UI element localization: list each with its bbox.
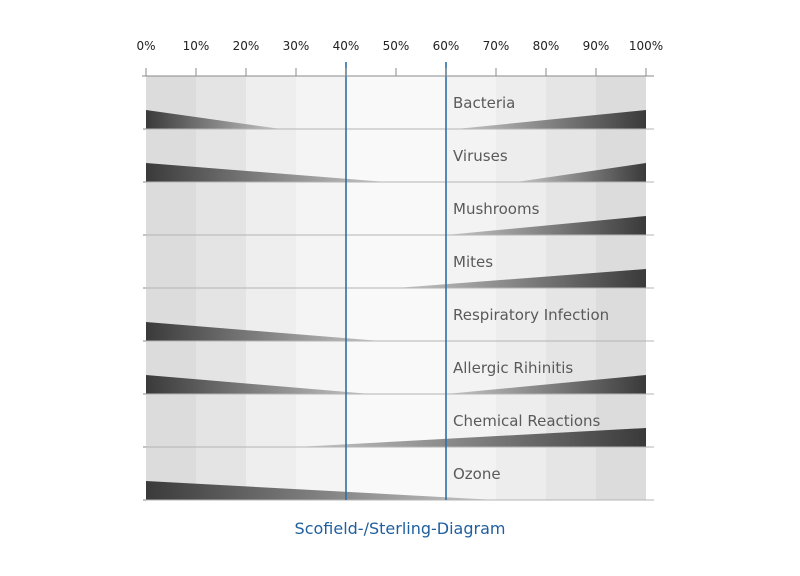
x-axis: 0% 10% 20% 30% 40% 50% 60% 70% 80% 90% 100% [136, 39, 663, 77]
tick-label: 30% [283, 39, 310, 53]
low-humidity-wedge [146, 110, 281, 129]
high-humidity-wedge [446, 375, 646, 394]
low-humidity-wedge [146, 375, 371, 394]
low-humidity-wedge [146, 322, 381, 341]
tick-label: 90% [583, 39, 610, 53]
optimal-range-lines [345, 62, 447, 500]
wedges [146, 110, 646, 500]
low-humidity-wedge [146, 481, 496, 500]
row-label: Allergic Rihinitis [453, 359, 573, 377]
row-label: Ozone [453, 465, 501, 483]
row-label: Mites [453, 253, 493, 271]
row-label: Respiratory Infection [453, 306, 609, 324]
high-humidity-wedge [516, 163, 646, 182]
row-separators [143, 128, 654, 501]
row-label: Viruses [453, 147, 508, 165]
row-labels: Bacteria Viruses Mushrooms Mites Respiratory… [453, 94, 609, 483]
tick-label: 20% [233, 39, 260, 53]
tick-label: 50% [383, 39, 410, 53]
low-humidity-wedge [146, 163, 386, 182]
tick-label: 70% [483, 39, 510, 53]
chart-title: Scofield-/Sterling-Diagram [294, 519, 506, 538]
high-humidity-wedge [296, 428, 646, 447]
tick-label: 10% [183, 39, 210, 53]
high-humidity-wedge [456, 110, 646, 129]
tick-label: 40% [333, 39, 360, 53]
high-humidity-wedge [396, 269, 646, 288]
row-label: Mushrooms [453, 200, 540, 218]
tick-label: 100% [629, 39, 663, 53]
tick-label: 60% [433, 39, 460, 53]
tick-label: 80% [533, 39, 560, 53]
row-label: Bacteria [453, 94, 515, 112]
row-label: Chemical Reactions [453, 412, 601, 430]
high-humidity-wedge [446, 216, 646, 235]
tick-label: 0% [136, 39, 155, 53]
